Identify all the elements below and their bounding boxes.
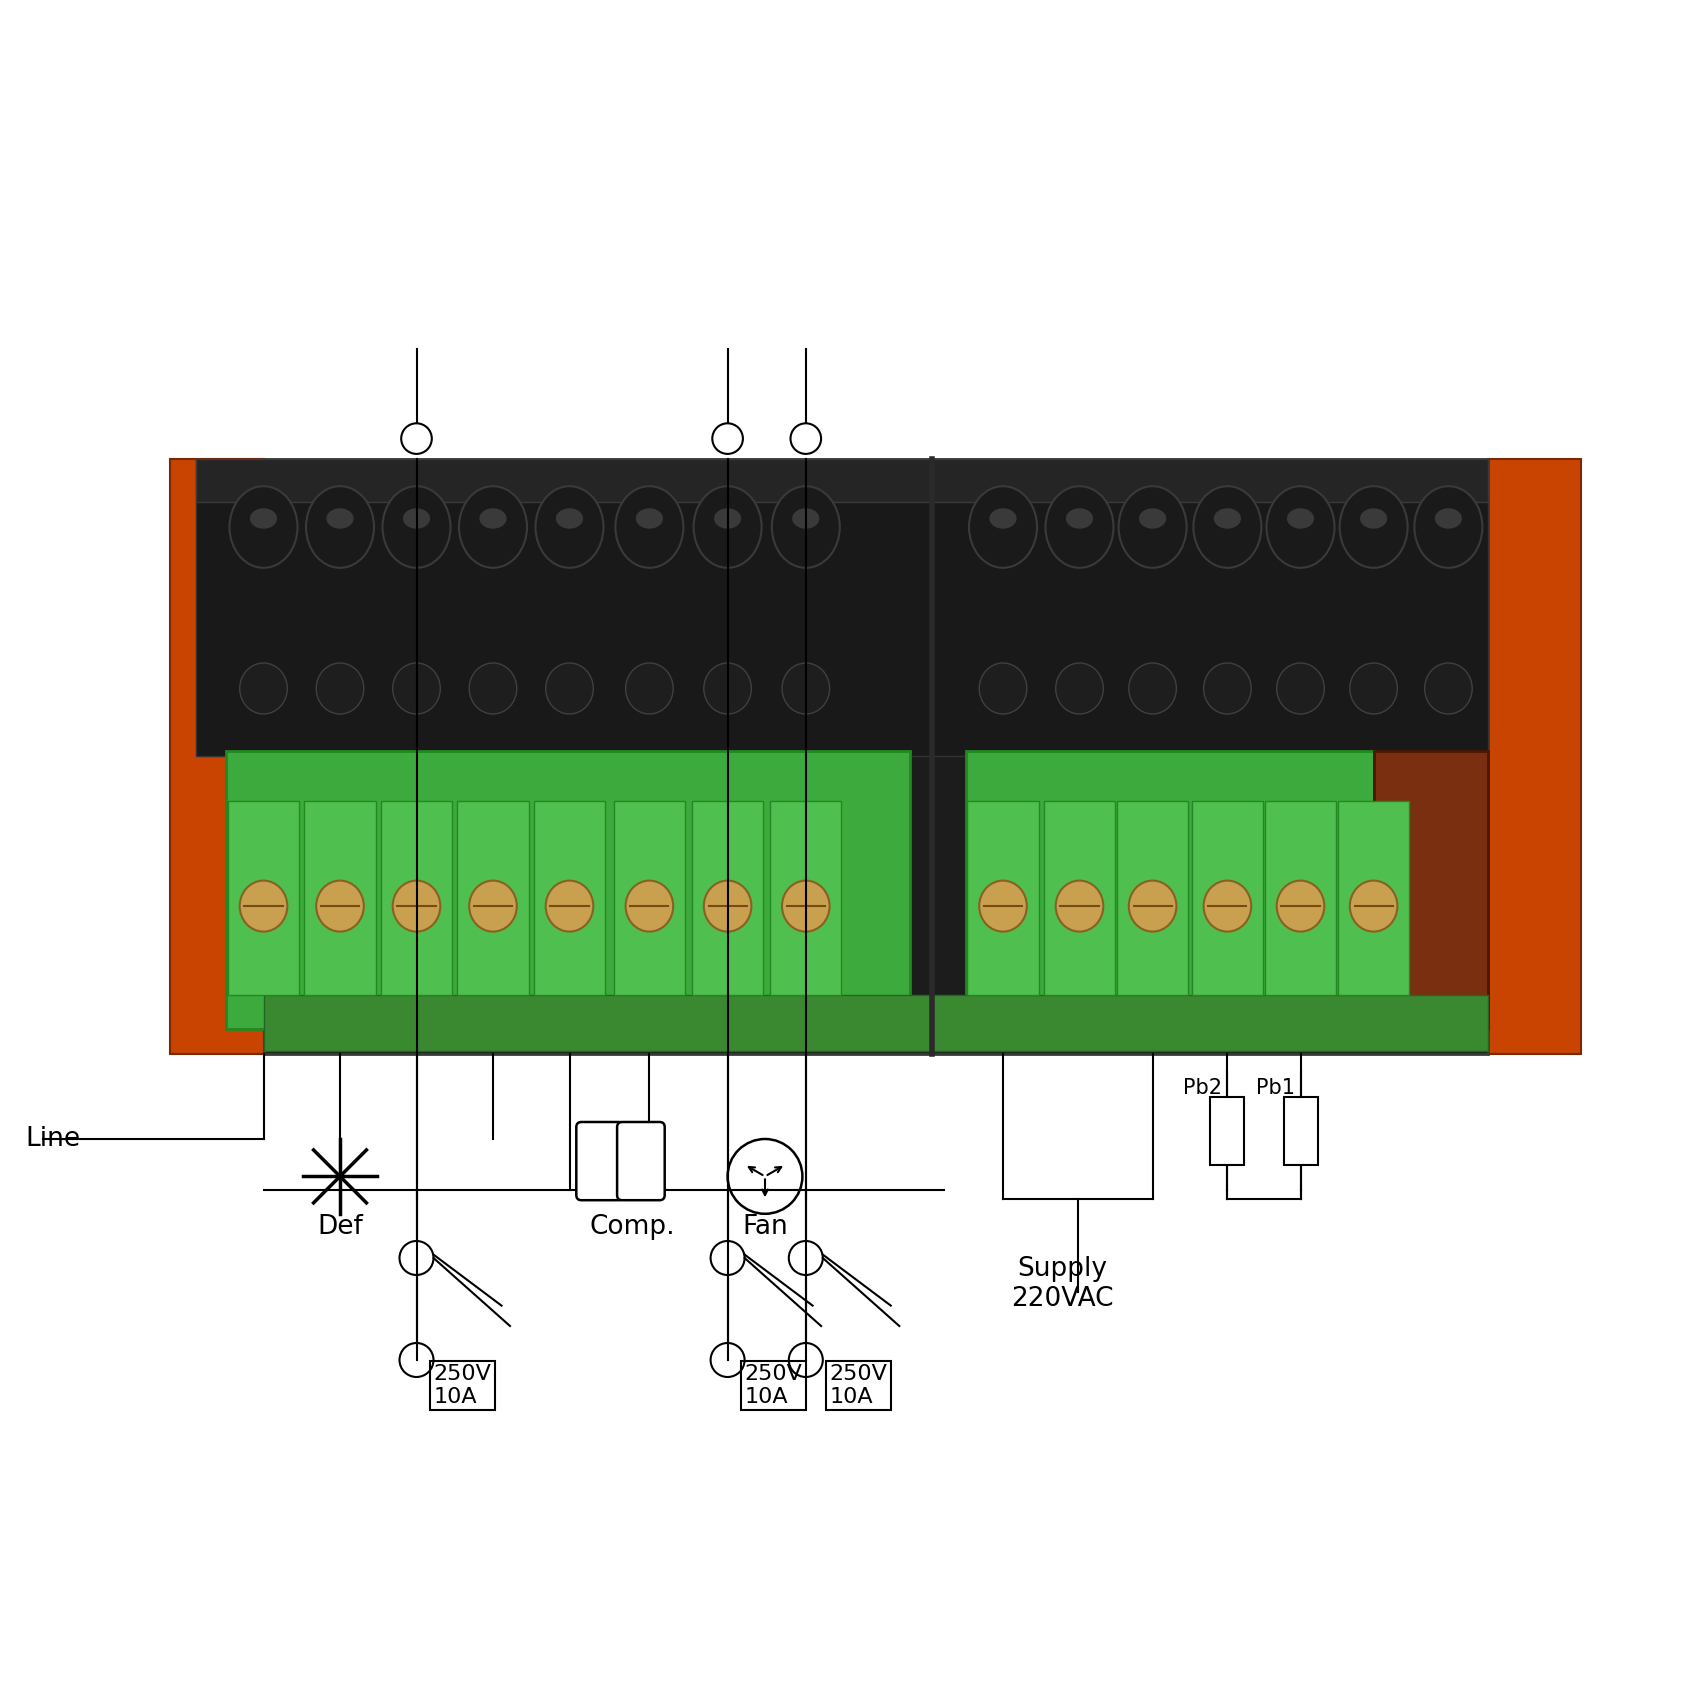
Ellipse shape [694,486,762,568]
Ellipse shape [989,508,1017,529]
FancyBboxPatch shape [457,801,529,994]
Ellipse shape [306,486,374,568]
Ellipse shape [469,881,517,932]
Ellipse shape [393,663,440,714]
Ellipse shape [230,486,298,568]
Text: 250V
10A: 250V 10A [434,1363,491,1408]
Ellipse shape [556,508,583,529]
Ellipse shape [1204,881,1251,932]
Ellipse shape [382,486,450,568]
Ellipse shape [1193,486,1261,568]
Ellipse shape [1435,508,1462,529]
FancyBboxPatch shape [966,751,1374,1028]
Ellipse shape [1214,508,1241,529]
FancyBboxPatch shape [1374,751,1488,1028]
FancyBboxPatch shape [1338,801,1409,994]
Text: Def: Def [318,1214,362,1241]
Ellipse shape [393,881,440,932]
FancyBboxPatch shape [1284,1096,1318,1164]
FancyBboxPatch shape [614,801,685,994]
FancyBboxPatch shape [1192,801,1263,994]
FancyBboxPatch shape [196,459,1488,502]
Ellipse shape [704,881,751,932]
Ellipse shape [1350,663,1397,714]
Ellipse shape [615,486,683,568]
FancyBboxPatch shape [170,459,264,1054]
Ellipse shape [979,663,1027,714]
Ellipse shape [403,508,430,529]
Ellipse shape [459,486,527,568]
Ellipse shape [1129,881,1176,932]
FancyBboxPatch shape [264,994,1488,1051]
FancyBboxPatch shape [534,801,605,994]
Ellipse shape [1066,508,1093,529]
FancyBboxPatch shape [1265,801,1336,994]
Ellipse shape [704,663,751,714]
Ellipse shape [1360,508,1387,529]
Ellipse shape [714,508,741,529]
Ellipse shape [479,508,507,529]
Text: Pb2: Pb2 [1183,1078,1222,1098]
Ellipse shape [240,881,287,932]
Text: 250V
10A: 250V 10A [830,1363,887,1408]
FancyBboxPatch shape [576,1122,624,1200]
Text: Comp.: Comp. [590,1214,675,1241]
Ellipse shape [626,663,673,714]
Ellipse shape [1046,486,1114,568]
Ellipse shape [1119,486,1187,568]
Ellipse shape [316,881,364,932]
FancyBboxPatch shape [264,459,1488,1054]
Ellipse shape [636,508,663,529]
Ellipse shape [469,663,517,714]
Ellipse shape [1139,508,1166,529]
Ellipse shape [250,508,277,529]
Ellipse shape [546,881,593,932]
Ellipse shape [326,508,354,529]
FancyBboxPatch shape [304,801,376,994]
Ellipse shape [1129,663,1176,714]
Ellipse shape [979,881,1027,932]
Ellipse shape [772,486,840,568]
Ellipse shape [1204,663,1251,714]
Text: Supply
220VAC: Supply 220VAC [1012,1256,1114,1311]
Ellipse shape [1287,508,1314,529]
Text: Pb1: Pb1 [1256,1078,1295,1098]
Text: Line: Line [26,1125,80,1153]
Ellipse shape [546,663,593,714]
Ellipse shape [536,486,604,568]
FancyBboxPatch shape [196,459,1488,756]
Ellipse shape [1414,486,1482,568]
Ellipse shape [782,881,830,932]
FancyBboxPatch shape [692,801,763,994]
Ellipse shape [782,663,830,714]
FancyBboxPatch shape [228,801,299,994]
Text: Fan: Fan [743,1214,787,1241]
FancyBboxPatch shape [226,751,910,1028]
FancyBboxPatch shape [1210,1096,1244,1164]
FancyBboxPatch shape [967,801,1039,994]
Ellipse shape [1266,486,1334,568]
Ellipse shape [316,663,364,714]
FancyBboxPatch shape [770,801,842,994]
Ellipse shape [1056,881,1103,932]
Ellipse shape [240,663,287,714]
Ellipse shape [1340,486,1408,568]
FancyBboxPatch shape [1117,801,1188,994]
Ellipse shape [1350,881,1397,932]
Ellipse shape [626,881,673,932]
Ellipse shape [792,508,819,529]
Ellipse shape [1277,663,1324,714]
Ellipse shape [1056,663,1103,714]
Ellipse shape [1425,663,1472,714]
FancyBboxPatch shape [1044,801,1115,994]
FancyBboxPatch shape [1488,459,1581,1054]
Ellipse shape [969,486,1037,568]
Text: 250V
10A: 250V 10A [745,1363,802,1408]
FancyBboxPatch shape [617,1122,665,1200]
FancyBboxPatch shape [381,801,452,994]
Ellipse shape [1277,881,1324,932]
